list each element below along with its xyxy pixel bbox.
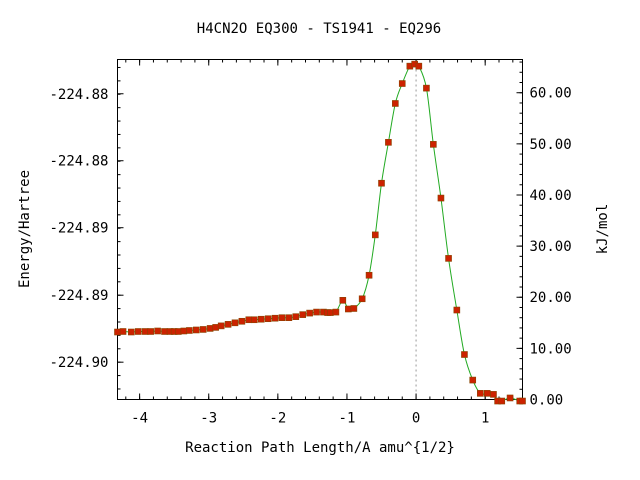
- data-point: [186, 327, 193, 334]
- energy-curve: [117, 63, 523, 403]
- data-point: [461, 351, 468, 358]
- data-point: [180, 327, 188, 335]
- data-point: [371, 231, 379, 239]
- data-point: [192, 326, 200, 334]
- data-point: [299, 311, 307, 318]
- data-point: [385, 139, 392, 146]
- data-point: [453, 306, 461, 314]
- data-point: [483, 390, 491, 397]
- data-point: [278, 314, 286, 322]
- data-point: [378, 179, 385, 187]
- data-point: [119, 328, 127, 335]
- data-point: [147, 328, 154, 335]
- data-point: [358, 295, 366, 303]
- data-point: [519, 397, 526, 405]
- data-point: [114, 328, 121, 336]
- data-point: [490, 391, 497, 398]
- data-point: [257, 315, 265, 323]
- data-point: [445, 255, 452, 262]
- data-point: [212, 324, 219, 331]
- data-point: [238, 317, 246, 325]
- left-tick-label: -224.90: [49, 355, 108, 371]
- data-point: [313, 308, 320, 316]
- x-tick-label: -1: [339, 411, 356, 427]
- data-point: [264, 315, 272, 323]
- data-point: [231, 319, 239, 327]
- data-point: [251, 316, 258, 324]
- x-tick-label: -2: [269, 411, 286, 427]
- data-point: [271, 314, 279, 322]
- data-points: [114, 60, 526, 405]
- right-axis-label: kJ/mol: [595, 204, 611, 255]
- data-point: [154, 327, 161, 335]
- data-point: [469, 376, 477, 384]
- data-point: [423, 84, 430, 92]
- data-point: [327, 309, 334, 316]
- right-tick-label: 50.00: [530, 137, 572, 153]
- right-tick-label: 30.00: [530, 239, 572, 255]
- data-point: [345, 305, 352, 313]
- x-tick-label: 0: [412, 411, 420, 427]
- data-point: [506, 394, 514, 402]
- x-axis: -4 -3 -2 -1 0 1: [125, 59, 514, 427]
- data-point: [141, 328, 149, 335]
- plot-frame: [117, 59, 523, 400]
- data-point: [128, 328, 135, 336]
- left-tick-label: -224.89: [49, 221, 108, 237]
- data-point: [199, 326, 207, 333]
- data-point: [398, 80, 406, 87]
- data-point: [224, 321, 232, 328]
- data-point: [339, 297, 347, 304]
- data-point: [292, 313, 300, 320]
- x-axis-label: Reaction Path Length/A amu^{1/2}: [185, 440, 455, 456]
- chart-title: H4CN2O EQ300 - TS1941 - EQ296: [197, 21, 441, 37]
- data-point: [437, 194, 445, 202]
- data-point: [332, 308, 340, 316]
- data-point: [217, 322, 225, 330]
- data-point: [245, 316, 253, 324]
- data-point: [350, 305, 358, 312]
- left-axis: -224.88 -224.88 -224.89 -224.89 -224.90: [49, 66, 124, 390]
- data-point: [206, 325, 214, 332]
- data-point: [498, 397, 506, 405]
- data-point: [285, 314, 293, 322]
- data-point: [161, 328, 168, 335]
- data-point: [392, 100, 399, 107]
- data-point: [306, 309, 313, 317]
- right-tick-label: 60.00: [530, 86, 572, 102]
- data-point: [415, 62, 423, 70]
- right-tick-label: 10.00: [530, 341, 572, 357]
- data-point: [365, 271, 373, 279]
- data-point: [134, 328, 142, 335]
- right-tick-label: 0.00: [530, 393, 564, 409]
- x-tick-label: -3: [200, 411, 217, 427]
- data-point: [430, 141, 437, 148]
- data-point: [477, 390, 484, 397]
- left-tick-label: -224.88: [49, 87, 108, 103]
- left-tick-label: -224.88: [49, 154, 108, 170]
- x-tick-label: -4: [131, 411, 148, 427]
- right-axis: 0.00 10.00 20.00 30.00 40.00 50.00 60.00: [516, 61, 572, 409]
- x-tick-label: 1: [481, 411, 489, 427]
- left-axis-label: Energy/Hartree: [17, 170, 33, 288]
- data-point: [175, 328, 182, 335]
- right-tick-label: 20.00: [530, 290, 572, 306]
- left-tick-label: -224.89: [49, 288, 108, 304]
- right-tick-label: 40.00: [530, 188, 572, 204]
